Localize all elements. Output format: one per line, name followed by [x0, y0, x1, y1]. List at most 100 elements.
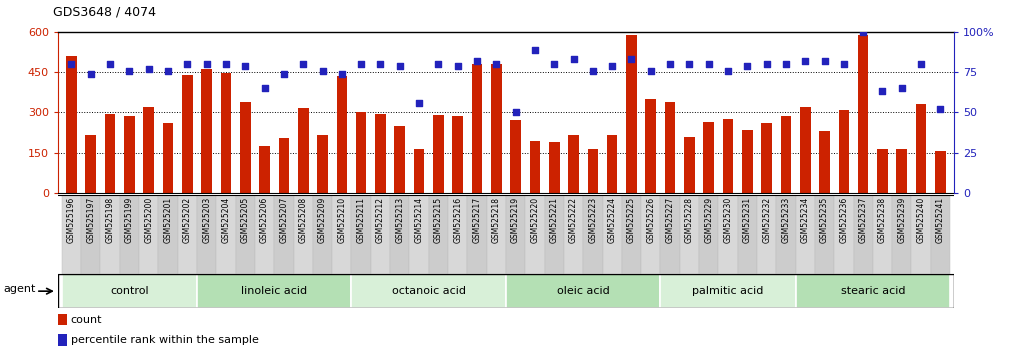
Bar: [723, 119, 733, 193]
Bar: [646, 99, 656, 193]
Bar: [665, 102, 675, 193]
Point: [546, 61, 562, 67]
Point: [314, 68, 331, 73]
Bar: [935, 151, 946, 193]
Point: [430, 61, 446, 67]
Bar: [544, 195, 563, 274]
Bar: [569, 135, 579, 193]
Text: oleic acid: oleic acid: [557, 286, 609, 296]
Text: control: control: [110, 286, 148, 296]
Bar: [487, 195, 505, 274]
Point: [392, 63, 408, 69]
Bar: [699, 195, 718, 274]
Bar: [660, 195, 679, 274]
Point: [836, 61, 852, 67]
Text: GSM525209: GSM525209: [318, 197, 327, 243]
Point: [140, 66, 157, 72]
Text: GSM525197: GSM525197: [86, 197, 96, 243]
Bar: [588, 149, 598, 193]
Text: GSM525241: GSM525241: [936, 197, 945, 243]
Bar: [530, 141, 540, 193]
Bar: [679, 195, 699, 274]
Text: GSM525237: GSM525237: [858, 197, 868, 243]
Bar: [120, 195, 139, 274]
Text: GSM525204: GSM525204: [222, 197, 231, 243]
Text: GSM525217: GSM525217: [473, 197, 481, 243]
Text: GSM525199: GSM525199: [125, 197, 134, 243]
Bar: [163, 123, 173, 193]
Bar: [931, 195, 950, 274]
Bar: [313, 195, 333, 274]
Bar: [356, 113, 366, 193]
Point: [720, 68, 736, 73]
Text: linoleic acid: linoleic acid: [241, 286, 307, 296]
Bar: [704, 122, 714, 193]
Bar: [391, 195, 410, 274]
Bar: [352, 195, 371, 274]
Point: [256, 85, 273, 91]
Bar: [236, 195, 255, 274]
Text: stearic acid: stearic acid: [841, 286, 905, 296]
Point: [450, 63, 466, 69]
Bar: [834, 195, 853, 274]
Text: GSM525231: GSM525231: [742, 197, 752, 243]
Bar: [525, 195, 544, 274]
Point: [488, 61, 504, 67]
Bar: [62, 274, 197, 308]
Bar: [105, 114, 115, 193]
Bar: [124, 116, 134, 193]
Bar: [333, 195, 352, 274]
Text: GSM525208: GSM525208: [299, 197, 308, 243]
Point: [565, 56, 582, 62]
Text: GSM525201: GSM525201: [164, 197, 173, 243]
Point: [179, 61, 195, 67]
Text: GSM525230: GSM525230: [723, 197, 732, 243]
Bar: [916, 104, 926, 193]
Bar: [607, 135, 617, 193]
Bar: [737, 195, 757, 274]
Point: [817, 58, 833, 64]
Text: GSM525224: GSM525224: [608, 197, 616, 243]
Text: GSM525210: GSM525210: [338, 197, 347, 243]
Bar: [776, 195, 795, 274]
Text: percentile rank within the sample: percentile rank within the sample: [70, 335, 258, 345]
Point: [411, 100, 427, 105]
Bar: [62, 195, 81, 274]
Bar: [414, 149, 424, 193]
Point: [121, 68, 137, 73]
Text: GSM525202: GSM525202: [183, 197, 192, 243]
Text: GSM525211: GSM525211: [357, 197, 366, 243]
Bar: [375, 114, 385, 193]
Bar: [294, 195, 313, 274]
Bar: [563, 195, 583, 274]
Bar: [81, 195, 101, 274]
Bar: [660, 274, 795, 308]
Bar: [892, 195, 911, 274]
Point: [334, 71, 350, 76]
Text: GSM525223: GSM525223: [589, 197, 597, 243]
Point: [372, 61, 388, 67]
Point: [643, 68, 659, 73]
Bar: [781, 116, 791, 193]
Text: GSM525229: GSM525229: [704, 197, 713, 243]
Point: [778, 61, 794, 67]
Text: GSM525221: GSM525221: [550, 197, 558, 243]
Text: GSM525227: GSM525227: [665, 197, 674, 243]
Bar: [505, 274, 660, 308]
Text: GSM525234: GSM525234: [800, 197, 810, 243]
Bar: [684, 137, 695, 193]
Point: [218, 61, 234, 67]
Point: [604, 63, 620, 69]
Text: GSM525214: GSM525214: [415, 197, 423, 243]
Bar: [201, 69, 212, 193]
Point: [102, 61, 118, 67]
Text: GSM525203: GSM525203: [202, 197, 212, 243]
Bar: [410, 195, 429, 274]
Point: [198, 61, 215, 67]
Text: GSM525238: GSM525238: [878, 197, 887, 243]
Point: [276, 71, 292, 76]
Bar: [143, 107, 154, 193]
Point: [855, 29, 872, 35]
Bar: [275, 195, 294, 274]
Text: GSM525200: GSM525200: [144, 197, 154, 243]
